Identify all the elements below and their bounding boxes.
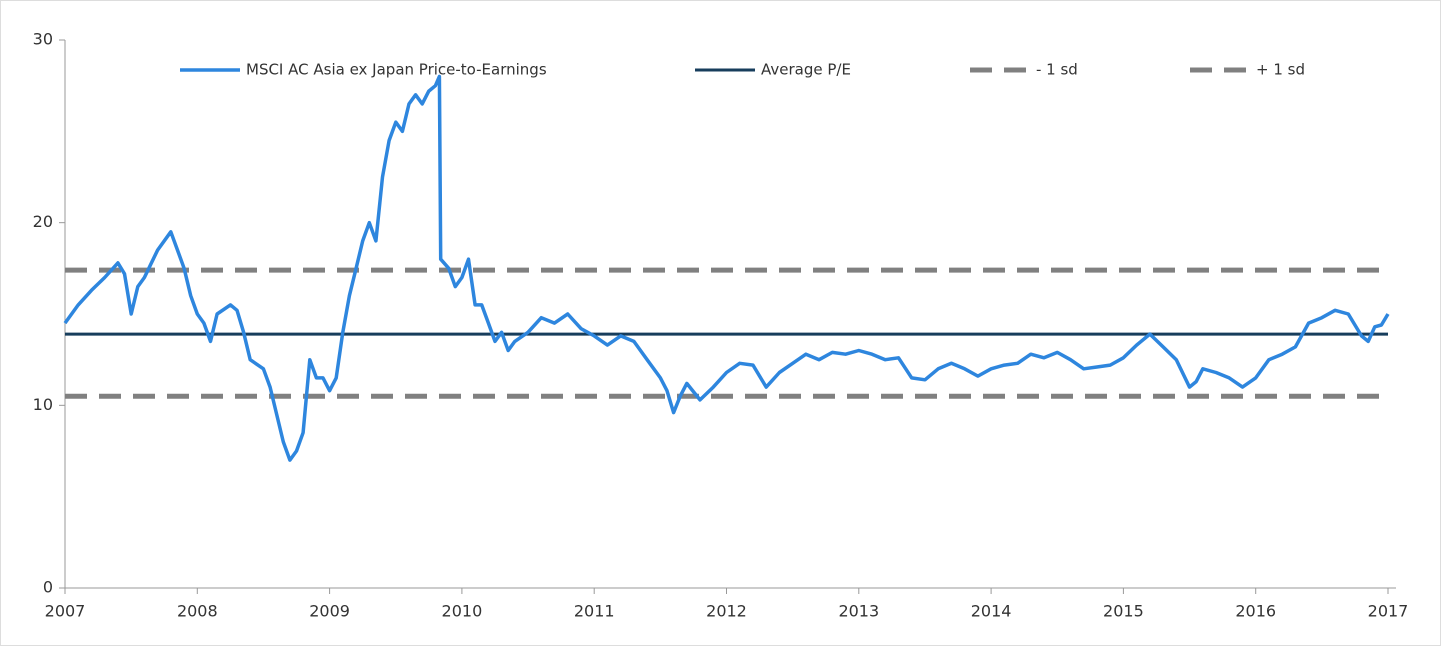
y-tick-label: 0 (43, 578, 53, 597)
x-tick-label: 2011 (574, 602, 615, 621)
x-tick-label: 2012 (706, 602, 747, 621)
x-tick-label: 2014 (971, 602, 1012, 621)
legend-label: + 1 sd (1256, 61, 1305, 79)
x-tick-label: 2010 (442, 602, 483, 621)
x-tick-label: 2007 (45, 602, 86, 621)
legend-label: MSCI AC Asia ex Japan Price-to-Earnings (246, 61, 547, 79)
x-tick-label: 2017 (1368, 602, 1409, 621)
x-tick-label: 2008 (177, 602, 218, 621)
legend-label: - 1 sd (1036, 61, 1078, 79)
y-tick-label: 10 (33, 395, 53, 414)
y-tick-label: 30 (33, 30, 53, 49)
x-tick-label: 2015 (1103, 602, 1144, 621)
x-tick-label: 2016 (1235, 602, 1276, 621)
x-tick-label: 2013 (838, 602, 879, 621)
data-line (63, 74, 1390, 462)
x-tick-label: 2009 (309, 602, 350, 621)
y-tick-label: 20 (33, 212, 53, 231)
legend-label: Average P/E (761, 61, 851, 79)
